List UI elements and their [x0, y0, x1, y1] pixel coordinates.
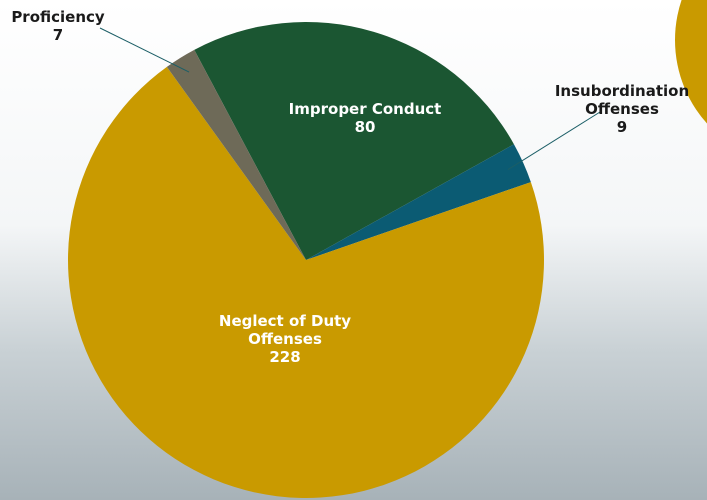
- category-label: Neglect of Duty Offenses: [218, 312, 352, 348]
- decorative-circle: [675, 0, 707, 124]
- category-label: Proficiency: [11, 8, 105, 26]
- slice-label: Proficiency 7: [0, 8, 128, 44]
- leader-line: [99, 27, 190, 73]
- value-label: 80: [354, 118, 376, 136]
- value-label: 228: [269, 348, 301, 366]
- slice-label: Neglect of Duty Offenses 228: [185, 312, 385, 366]
- category-label: Improper Conduct: [288, 100, 442, 118]
- slice-label: Insubordination Offenses 9: [547, 82, 697, 136]
- pie-slice: [68, 66, 544, 499]
- pie-slice: [166, 49, 306, 260]
- category-label: Insubordination Offenses: [554, 82, 690, 118]
- pie-slice: [306, 144, 531, 260]
- slice-label: Improper Conduct 80: [255, 100, 475, 136]
- value-label: 7: [52, 26, 64, 44]
- pie-slice: [194, 22, 514, 261]
- value-label: 9: [616, 118, 628, 136]
- leader-line: [507, 111, 601, 171]
